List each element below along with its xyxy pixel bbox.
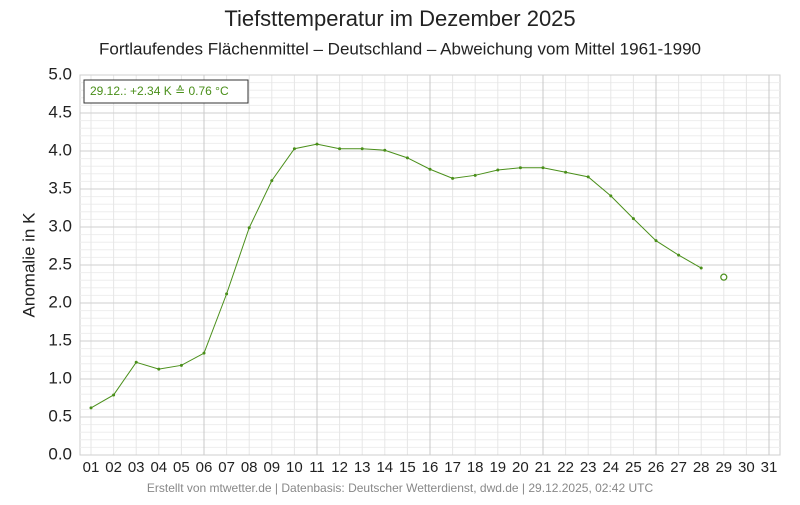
y-axis-label: Anomalie in K	[19, 212, 38, 318]
y-tick-label: 1.0	[48, 368, 72, 387]
y-tick-label: 4.0	[48, 140, 72, 159]
chart-subtitle: Fortlaufendes Flächenmittel – Deutschlan…	[99, 39, 701, 58]
data-point	[586, 175, 590, 179]
x-tick-label: 16	[422, 459, 439, 476]
x-tick-label: 02	[105, 459, 122, 476]
data-point	[179, 363, 183, 367]
y-tick-label: 4.5	[48, 102, 72, 121]
chart-title: Tiefsttemperatur im Dezember 2025	[224, 6, 575, 31]
x-tick-label: 08	[241, 459, 258, 476]
y-tick-label: 0.0	[48, 444, 72, 463]
y-tick-label: 1.5	[48, 330, 72, 349]
x-tick-label: 25	[625, 459, 642, 476]
annotation-box	[83, 79, 249, 104]
data-point	[631, 217, 635, 221]
y-tick-label: 2.5	[48, 254, 72, 273]
x-tick-label: 19	[489, 459, 506, 476]
y-tick-label: 3.5	[48, 178, 72, 197]
x-tick-label: 21	[535, 459, 552, 476]
x-tick-label: 04	[150, 459, 167, 476]
data-point	[609, 194, 613, 198]
annotation: 29.12.: +2.34 K ≙ 0.76 °C	[90, 84, 229, 98]
y-tick-label: 2.0	[48, 292, 72, 311]
data-point	[202, 351, 206, 355]
y-tick-label: 5.0	[48, 64, 72, 83]
data-point	[451, 176, 455, 180]
data-point	[315, 142, 319, 146]
data-point	[699, 266, 703, 270]
data-point	[654, 239, 658, 243]
x-tick-label: 28	[693, 459, 710, 476]
x-tick-label: 17	[444, 459, 461, 476]
x-tick-label: 07	[218, 459, 235, 476]
x-tick-label: 23	[580, 459, 597, 476]
data-point	[89, 406, 93, 410]
y-tick-label: 0.5	[48, 406, 72, 425]
data-point	[134, 360, 138, 364]
data-point	[270, 179, 274, 183]
x-tick-label: 18	[467, 459, 484, 476]
data-point	[564, 170, 568, 174]
x-tick-label: 22	[557, 459, 574, 476]
x-tick-label: 20	[512, 459, 529, 476]
data-point	[157, 367, 161, 371]
x-tick-label: 14	[376, 459, 393, 476]
x-tick-label: 15	[399, 459, 416, 476]
x-tick-label: 03	[128, 459, 145, 476]
x-tick-label: 01	[83, 459, 100, 476]
data-point	[383, 148, 387, 152]
x-tick-label: 26	[648, 459, 665, 476]
x-tick-label: 05	[173, 459, 190, 476]
data-line	[90, 143, 702, 409]
data-point	[496, 168, 500, 172]
data-point	[428, 167, 432, 171]
data-point	[677, 253, 681, 257]
data-point	[247, 226, 251, 230]
x-tick-label: 13	[354, 459, 371, 476]
x-tick-label: 31	[761, 459, 778, 476]
data-point	[473, 173, 477, 177]
data-point	[720, 273, 728, 281]
y-tick-label: 3.0	[48, 216, 72, 235]
x-tick-label: 06	[196, 459, 213, 476]
data-point	[225, 292, 229, 296]
x-tick-label: 12	[331, 459, 348, 476]
data-point	[360, 147, 364, 151]
x-tick-label: 29	[715, 459, 732, 476]
data-point	[541, 166, 545, 170]
x-tick-label: 27	[670, 459, 687, 476]
data-point	[518, 166, 522, 170]
x-tick-label: 10	[286, 459, 303, 476]
data-point	[112, 393, 116, 397]
data-point	[405, 156, 409, 160]
data-point	[338, 147, 342, 151]
footer: Erstellt von mtwetter.de | Datenbasis: D…	[147, 481, 654, 495]
x-tick-label: 24	[602, 459, 619, 476]
x-tick-label: 11	[309, 459, 325, 476]
x-tick-label: 09	[263, 459, 280, 476]
data-point	[292, 147, 296, 151]
x-tick-label: 30	[738, 459, 755, 476]
